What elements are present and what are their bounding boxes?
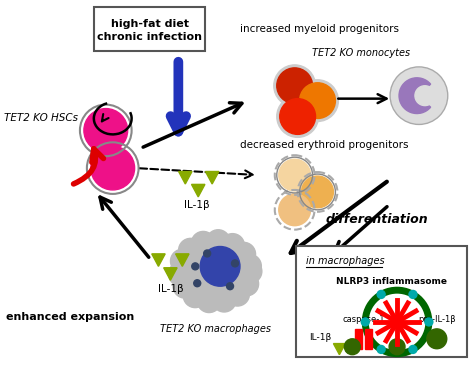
Circle shape (173, 274, 197, 298)
Circle shape (345, 339, 360, 355)
Polygon shape (205, 172, 219, 184)
Circle shape (389, 339, 405, 355)
Circle shape (204, 250, 210, 257)
Polygon shape (191, 184, 205, 197)
Circle shape (169, 262, 192, 286)
Text: caspase-1: caspase-1 (342, 315, 384, 324)
Text: TET2 KO monocytes: TET2 KO monocytes (312, 48, 410, 58)
Circle shape (279, 194, 310, 226)
Circle shape (192, 263, 199, 270)
Circle shape (197, 289, 221, 312)
Text: pro-IL-1β: pro-IL-1β (418, 315, 456, 324)
Circle shape (277, 96, 319, 137)
Circle shape (301, 176, 333, 208)
Polygon shape (179, 172, 192, 184)
Circle shape (300, 83, 336, 119)
Circle shape (427, 329, 447, 349)
Text: NLRP3 inflammasome: NLRP3 inflammasome (336, 277, 447, 286)
Circle shape (377, 291, 385, 299)
Circle shape (191, 231, 215, 255)
Text: in macrophages: in macrophages (306, 256, 384, 266)
Circle shape (409, 345, 417, 353)
Polygon shape (164, 268, 177, 280)
Text: increased myeloid progenitors: increased myeloid progenitors (240, 24, 399, 34)
Bar (356, 329, 362, 349)
Wedge shape (399, 78, 431, 114)
Circle shape (409, 291, 417, 299)
Circle shape (220, 234, 245, 257)
Text: IL-1β: IL-1β (310, 333, 332, 342)
Circle shape (80, 105, 132, 156)
Circle shape (206, 230, 230, 254)
Circle shape (183, 284, 207, 308)
Circle shape (231, 260, 238, 267)
FancyBboxPatch shape (296, 246, 466, 357)
FancyBboxPatch shape (94, 7, 205, 51)
Text: TET2 KO HSCs: TET2 KO HSCs (4, 114, 78, 123)
Circle shape (415, 86, 435, 105)
Circle shape (277, 68, 312, 104)
Circle shape (235, 272, 259, 296)
Bar (365, 329, 372, 349)
Circle shape (87, 142, 138, 194)
Circle shape (274, 65, 316, 107)
Polygon shape (333, 343, 346, 355)
Text: decreased erythroid progenitors: decreased erythroid progenitors (240, 140, 409, 150)
Circle shape (226, 282, 249, 306)
FancyArrowPatch shape (73, 149, 103, 184)
Polygon shape (152, 254, 165, 266)
Circle shape (200, 246, 240, 286)
Circle shape (297, 80, 338, 122)
Text: differentiation: differentiation (326, 213, 428, 226)
Polygon shape (175, 254, 189, 266)
Circle shape (179, 238, 202, 262)
Circle shape (280, 99, 316, 134)
Circle shape (171, 249, 194, 273)
Text: enhanced expansion: enhanced expansion (6, 312, 135, 322)
Circle shape (194, 280, 201, 287)
Circle shape (425, 318, 433, 326)
Text: IL-1β: IL-1β (158, 284, 184, 294)
Text: IL-1β: IL-1β (184, 200, 210, 210)
Circle shape (279, 159, 310, 191)
Circle shape (227, 283, 234, 290)
Circle shape (91, 146, 135, 190)
Circle shape (238, 260, 262, 283)
Text: high-fat diet
chronic infection: high-fat diet chronic infection (97, 19, 202, 42)
Circle shape (212, 288, 236, 312)
Circle shape (237, 254, 261, 278)
Circle shape (361, 318, 369, 326)
Text: TET2 KO macrophages: TET2 KO macrophages (160, 324, 271, 334)
Circle shape (232, 242, 255, 266)
Circle shape (391, 68, 447, 123)
Circle shape (177, 234, 253, 309)
Circle shape (377, 345, 385, 353)
Circle shape (84, 108, 128, 152)
